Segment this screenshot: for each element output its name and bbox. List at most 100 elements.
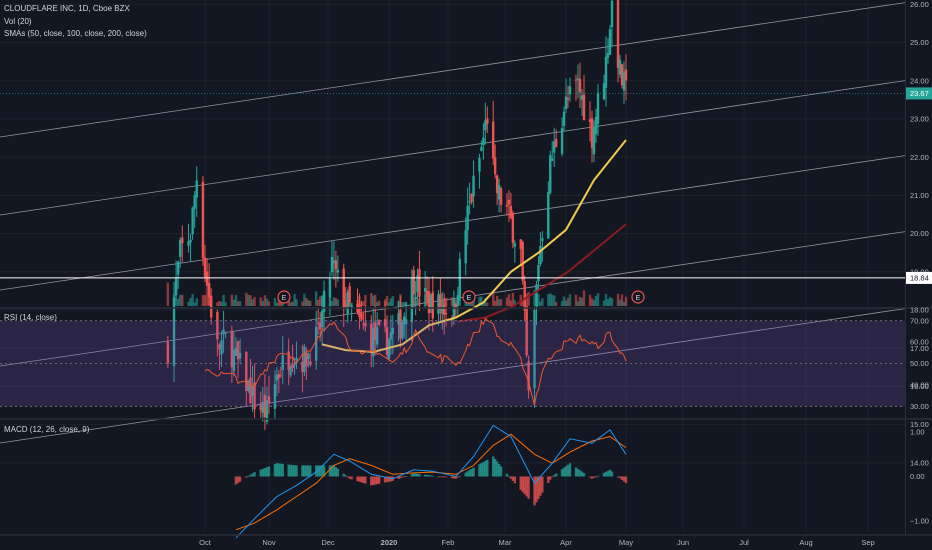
candle-body bbox=[466, 205, 469, 231]
price-tick-label: 17.00 bbox=[910, 344, 929, 353]
price-tick-label: 16.00 bbox=[910, 382, 929, 391]
macd-histogram-bar bbox=[466, 471, 469, 477]
macd-histogram-bar bbox=[375, 476, 379, 485]
macd-signal-line bbox=[235, 433, 627, 531]
candle-body bbox=[263, 394, 267, 417]
volume-bar bbox=[289, 302, 292, 306]
horizontal-level-label: 18.84 bbox=[910, 274, 929, 283]
macd-legend[interactable]: MACD (12, 26, close, 9) bbox=[4, 425, 90, 434]
candle-body bbox=[397, 313, 400, 325]
candle-body bbox=[549, 155, 552, 194]
candle-body bbox=[281, 355, 284, 371]
macd-histogram-bar bbox=[291, 464, 294, 477]
volume-bar bbox=[582, 290, 586, 306]
candle-body bbox=[336, 269, 340, 273]
volume-bar bbox=[391, 296, 395, 306]
candle-body bbox=[401, 322, 404, 339]
macd-histogram-bar bbox=[590, 476, 594, 479]
volume-bar bbox=[499, 299, 503, 306]
macd-histogram-bar bbox=[576, 468, 580, 477]
sma-legend[interactable]: SMAs (50, close, 100, close, 200, close) bbox=[4, 29, 147, 38]
macd-histogram-bar bbox=[551, 476, 554, 478]
macd-histogram-bar bbox=[330, 465, 334, 477]
time-axis[interactable]: Oct Nov Dec 2020 Feb Mar Apr May Jun Jul Aug Sep bbox=[199, 538, 875, 547]
sma-100-line bbox=[457, 223, 627, 323]
pane-separators[interactable] bbox=[0, 307, 932, 536]
rsi-tick-label: 50.00 bbox=[910, 359, 929, 368]
candle-body bbox=[604, 56, 608, 89]
macd-histogram-bar bbox=[608, 469, 612, 477]
volume-bar bbox=[416, 300, 419, 306]
price-axis[interactable]: 29.0028.0027.0026.0025.0024.0023.0022.00… bbox=[905, 0, 932, 535]
candle-body bbox=[580, 95, 584, 100]
macd-histogram-bar bbox=[348, 476, 351, 479]
macd-histogram-bar bbox=[564, 466, 568, 477]
macd-histogram-bar bbox=[356, 476, 359, 482]
volume-bar bbox=[259, 297, 262, 306]
macd-histogram-bar bbox=[362, 476, 365, 483]
macd-histogram-bar bbox=[620, 476, 624, 480]
macd-histogram-bar bbox=[295, 465, 298, 477]
volume-bar bbox=[594, 295, 598, 306]
time-tick-label: Jul bbox=[739, 538, 749, 547]
macd-histogram-bar bbox=[374, 476, 377, 485]
macd-histogram-bar bbox=[568, 463, 572, 477]
candle-body bbox=[456, 295, 460, 306]
macd-pane[interactable] bbox=[234, 424, 628, 539]
macd-histogram-bar bbox=[410, 474, 414, 477]
volume-bar bbox=[315, 291, 318, 306]
volume-bar bbox=[301, 301, 304, 306]
macd-histogram-bar bbox=[315, 465, 318, 477]
candle-body bbox=[289, 366, 292, 376]
candle-body bbox=[418, 269, 421, 297]
volume-bar bbox=[513, 300, 517, 306]
macd-histogram-bar bbox=[513, 476, 517, 484]
volume-bar bbox=[560, 301, 564, 306]
macd-histogram-bar bbox=[618, 476, 622, 479]
macd-histogram-bar bbox=[427, 475, 431, 477]
time-tick-label: Dec bbox=[321, 538, 335, 547]
candle-body bbox=[578, 78, 582, 93]
rsi-line bbox=[204, 317, 627, 406]
candle-body bbox=[193, 195, 196, 209]
candle-body bbox=[429, 294, 433, 309]
macd-histogram-bar bbox=[236, 476, 240, 484]
volume-bar bbox=[377, 300, 381, 306]
volume-legend[interactable]: Vol (20) bbox=[4, 17, 32, 26]
candle-body bbox=[234, 347, 238, 356]
macd-tick-label: −1.00 bbox=[910, 517, 929, 526]
rsi-legend[interactable]: RSI (14, close) bbox=[4, 313, 57, 322]
candle-body bbox=[218, 344, 221, 350]
candle-body bbox=[305, 353, 308, 367]
macd-histogram-bar bbox=[594, 476, 598, 478]
volume-bar bbox=[261, 301, 265, 306]
volume-bar bbox=[305, 297, 308, 306]
macd-histogram-bar bbox=[507, 476, 511, 478]
candle-body bbox=[350, 305, 353, 308]
volume-bar bbox=[245, 292, 248, 306]
price-tick-label: 24.00 bbox=[910, 76, 929, 85]
macd-histogram-bar bbox=[277, 463, 281, 477]
macd-histogram-bar bbox=[478, 464, 481, 477]
candle-body bbox=[344, 305, 347, 307]
time-tick-label: Aug bbox=[799, 538, 812, 547]
macd-histogram-bar bbox=[450, 476, 454, 479]
macd-histogram-bar bbox=[454, 476, 458, 479]
macd-histogram-bar bbox=[549, 476, 552, 480]
macd-histogram-bar bbox=[499, 466, 503, 477]
macd-histogram-bar bbox=[535, 476, 538, 503]
macd-histogram-bar bbox=[344, 475, 347, 477]
candle-body bbox=[590, 118, 594, 148]
macd-histogram-bar bbox=[622, 476, 626, 482]
symbol-legend[interactable]: CLOUDFLARE INC, 1D, Cboe BZX bbox=[4, 4, 130, 13]
macd-histogram-bar bbox=[541, 476, 544, 493]
price-candles[interactable] bbox=[166, 0, 628, 431]
rsi-pane[interactable] bbox=[0, 317, 905, 407]
candle-body bbox=[602, 83, 606, 100]
candle-body bbox=[328, 278, 332, 298]
candle-body bbox=[291, 364, 294, 369]
volume-bar bbox=[234, 294, 238, 306]
candle-body bbox=[497, 184, 501, 200]
